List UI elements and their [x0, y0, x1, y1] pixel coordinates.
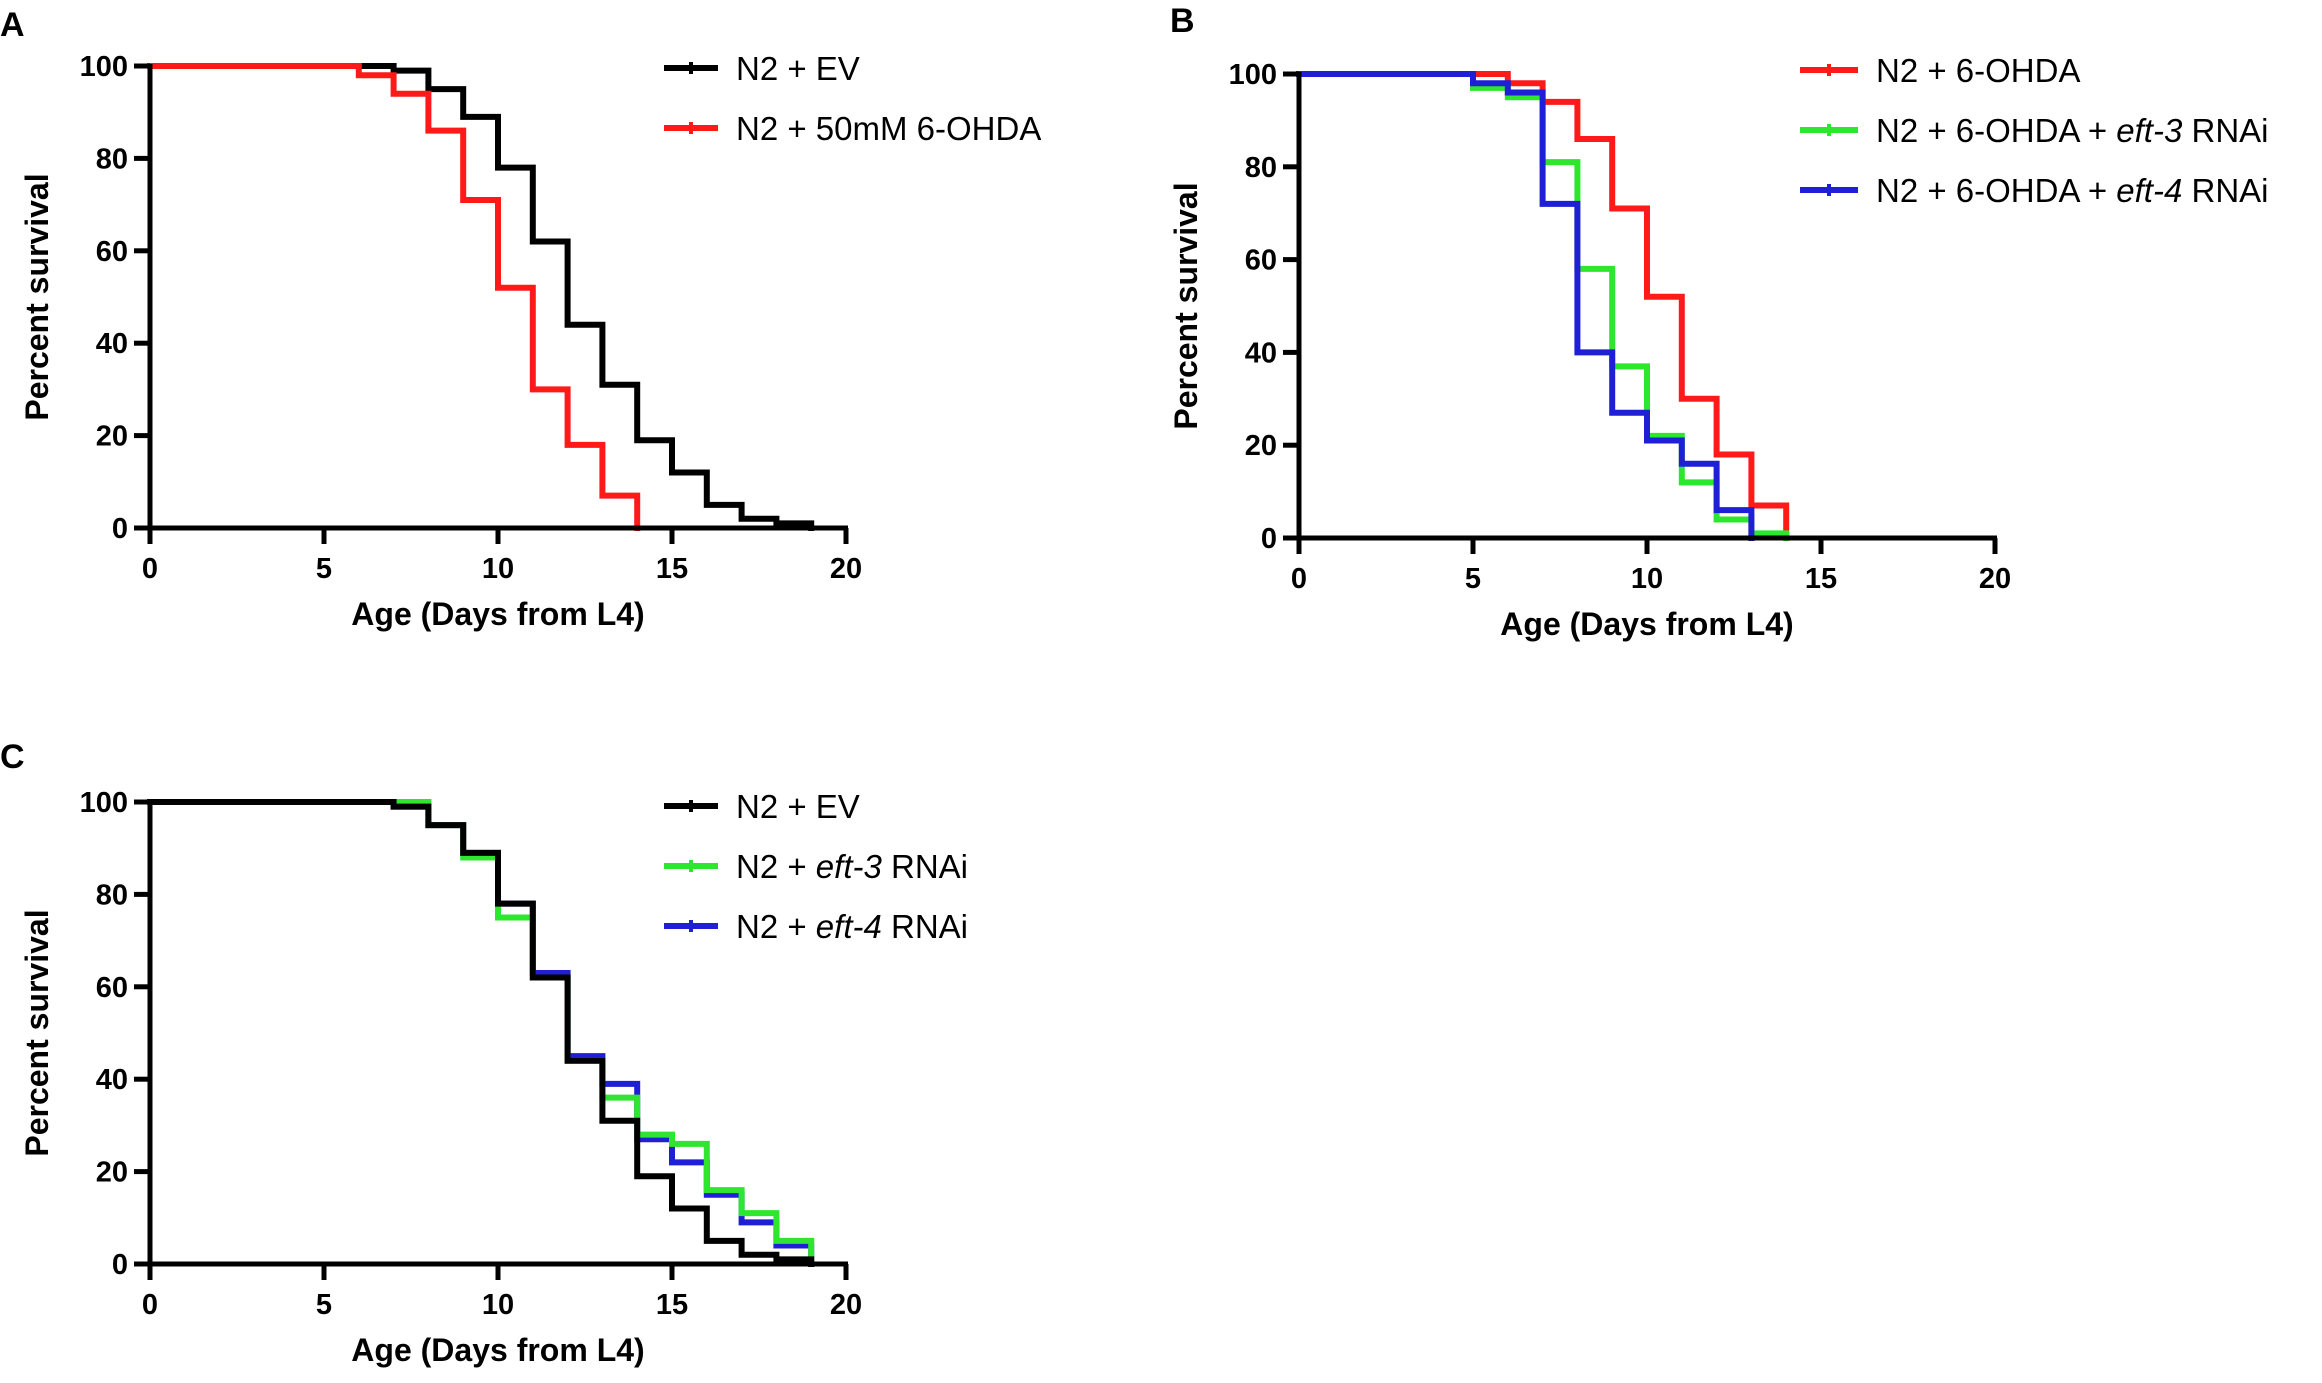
y-tick-label: 20	[1245, 430, 1277, 462]
x-tick-label: 15	[1805, 563, 1837, 595]
legend-label-part: N2 + EV	[736, 50, 860, 87]
legend-label-part: RNAi	[882, 908, 968, 945]
x-axis-title: Age (Days from L4)	[351, 1332, 644, 1368]
legend-label: N2 + EV	[736, 788, 860, 825]
legend-label-part: N2 + 6-OHDA	[1876, 52, 2080, 89]
legend-label: N2 + 6-OHDA + eft-4 RNAi	[1876, 172, 2269, 209]
y-tick-label: 40	[1245, 337, 1277, 369]
legend-label: N2 + eft-3 RNAi	[736, 848, 968, 885]
legend-label-part: eft-4	[816, 908, 882, 945]
legend-label-part: N2 + 50mM 6-OHDA	[736, 110, 1041, 147]
y-tick-label: 80	[96, 143, 128, 175]
x-tick-label: 0	[142, 1289, 158, 1321]
y-tick-label: 0	[1261, 523, 1277, 555]
legend-item-1: N2 + 6-OHDA	[1800, 52, 2080, 89]
x-tick-label: 15	[656, 1289, 688, 1321]
y-axis-title: Percent survival	[1168, 182, 1204, 429]
legend-label-part: RNAi	[2182, 172, 2268, 209]
x-tick-label: 20	[1979, 563, 2011, 595]
legend-item-2: N2 + 50mM 6-OHDA	[664, 110, 1041, 147]
legend-label: N2 + 6-OHDA	[1876, 52, 2080, 89]
y-tick-label: 100	[80, 51, 128, 83]
legend-label-part: N2 +	[736, 908, 816, 945]
series-line-2	[147, 63, 641, 531]
y-axis-title: Percent survival	[19, 909, 55, 1156]
panel-letter: A	[0, 6, 25, 44]
series-line-1	[147, 799, 815, 1267]
y-tick-label: 80	[1245, 152, 1277, 184]
legend-item-2: N2 + 6-OHDA + eft-3 RNAi	[1800, 112, 2269, 149]
x-tick-label: 10	[482, 1289, 514, 1321]
legend-label: N2 + 50mM 6-OHDA	[736, 110, 1041, 147]
y-tick-label: 0	[112, 1249, 128, 1281]
x-tick-label: 20	[830, 553, 862, 585]
series-line-1	[147, 63, 815, 531]
x-tick-label: 0	[1291, 563, 1307, 595]
x-tick-label: 5	[316, 553, 332, 585]
legend-label-part: eft-4	[2116, 172, 2182, 209]
y-tick-label: 60	[96, 236, 128, 268]
chart-panel-c: C 0 20 40 60 80 100 0 5 10 15 20 Age (Days from L4) P…	[0, 738, 968, 1368]
legend-label: N2 + EV	[736, 50, 860, 87]
panel-letter: B	[1170, 2, 1195, 40]
y-tick-label: 0	[112, 513, 128, 545]
legend-label-part: RNAi	[2182, 112, 2268, 149]
legend-item-1: N2 + EV	[664, 50, 860, 87]
legend-label-part: N2 +	[736, 848, 816, 885]
chart-panel-b: B 0 20 40 60 80 100 0 5 10 15 20 Age (Days from L4) P…	[1168, 2, 2269, 642]
y-tick-label: 100	[80, 787, 128, 819]
legend-label-part: RNAi	[882, 848, 968, 885]
chart-panel-a: A 0 20 40 60 80 100 0 5 10 15 20 Age (Days from L4) P…	[0, 6, 1041, 632]
legend-label: N2 + 6-OHDA + eft-3 RNAi	[1876, 112, 2269, 149]
x-tick-label: 5	[1465, 563, 1481, 595]
legend-label-part: eft-3	[2116, 112, 2183, 149]
series-line-1	[1296, 71, 1790, 541]
x-tick-label: 5	[316, 1289, 332, 1321]
legend-item-3: N2 + 6-OHDA + eft-4 RNAi	[1800, 172, 2269, 209]
x-tick-label: 0	[142, 553, 158, 585]
legend-label-part: N2 + EV	[736, 788, 860, 825]
y-axis-title: Percent survival	[19, 173, 55, 420]
series-line-3	[147, 799, 815, 1267]
y-tick-label: 40	[96, 1064, 128, 1096]
y-tick-label: 100	[1229, 59, 1277, 91]
x-tick-label: 10	[482, 553, 514, 585]
y-tick-label: 20	[96, 1157, 128, 1189]
x-axis-title: Age (Days from L4)	[1500, 606, 1793, 642]
legend-item-1: N2 + EV	[664, 788, 860, 825]
series-line-3	[1296, 71, 1755, 541]
x-tick-label: 20	[830, 1289, 862, 1321]
panel-letter: C	[0, 738, 25, 776]
y-tick-label: 60	[96, 972, 128, 1004]
legend-label-part: N2 + 6-OHDA +	[1876, 112, 2116, 149]
y-tick-label: 40	[96, 328, 128, 360]
y-tick-label: 20	[96, 421, 128, 453]
legend-label-part: eft-3	[816, 848, 883, 885]
legend-item-3: N2 + eft-4 RNAi	[664, 908, 968, 945]
x-tick-label: 10	[1631, 563, 1663, 595]
legend-label: N2 + eft-4 RNAi	[736, 908, 968, 945]
y-tick-label: 80	[96, 879, 128, 911]
legend-item-2: N2 + eft-3 RNAi	[664, 848, 968, 885]
x-tick-label: 15	[656, 553, 688, 585]
legend-label-part: N2 + 6-OHDA +	[1876, 172, 2116, 209]
y-tick-label: 60	[1245, 245, 1277, 277]
x-axis-title: Age (Days from L4)	[351, 596, 644, 632]
